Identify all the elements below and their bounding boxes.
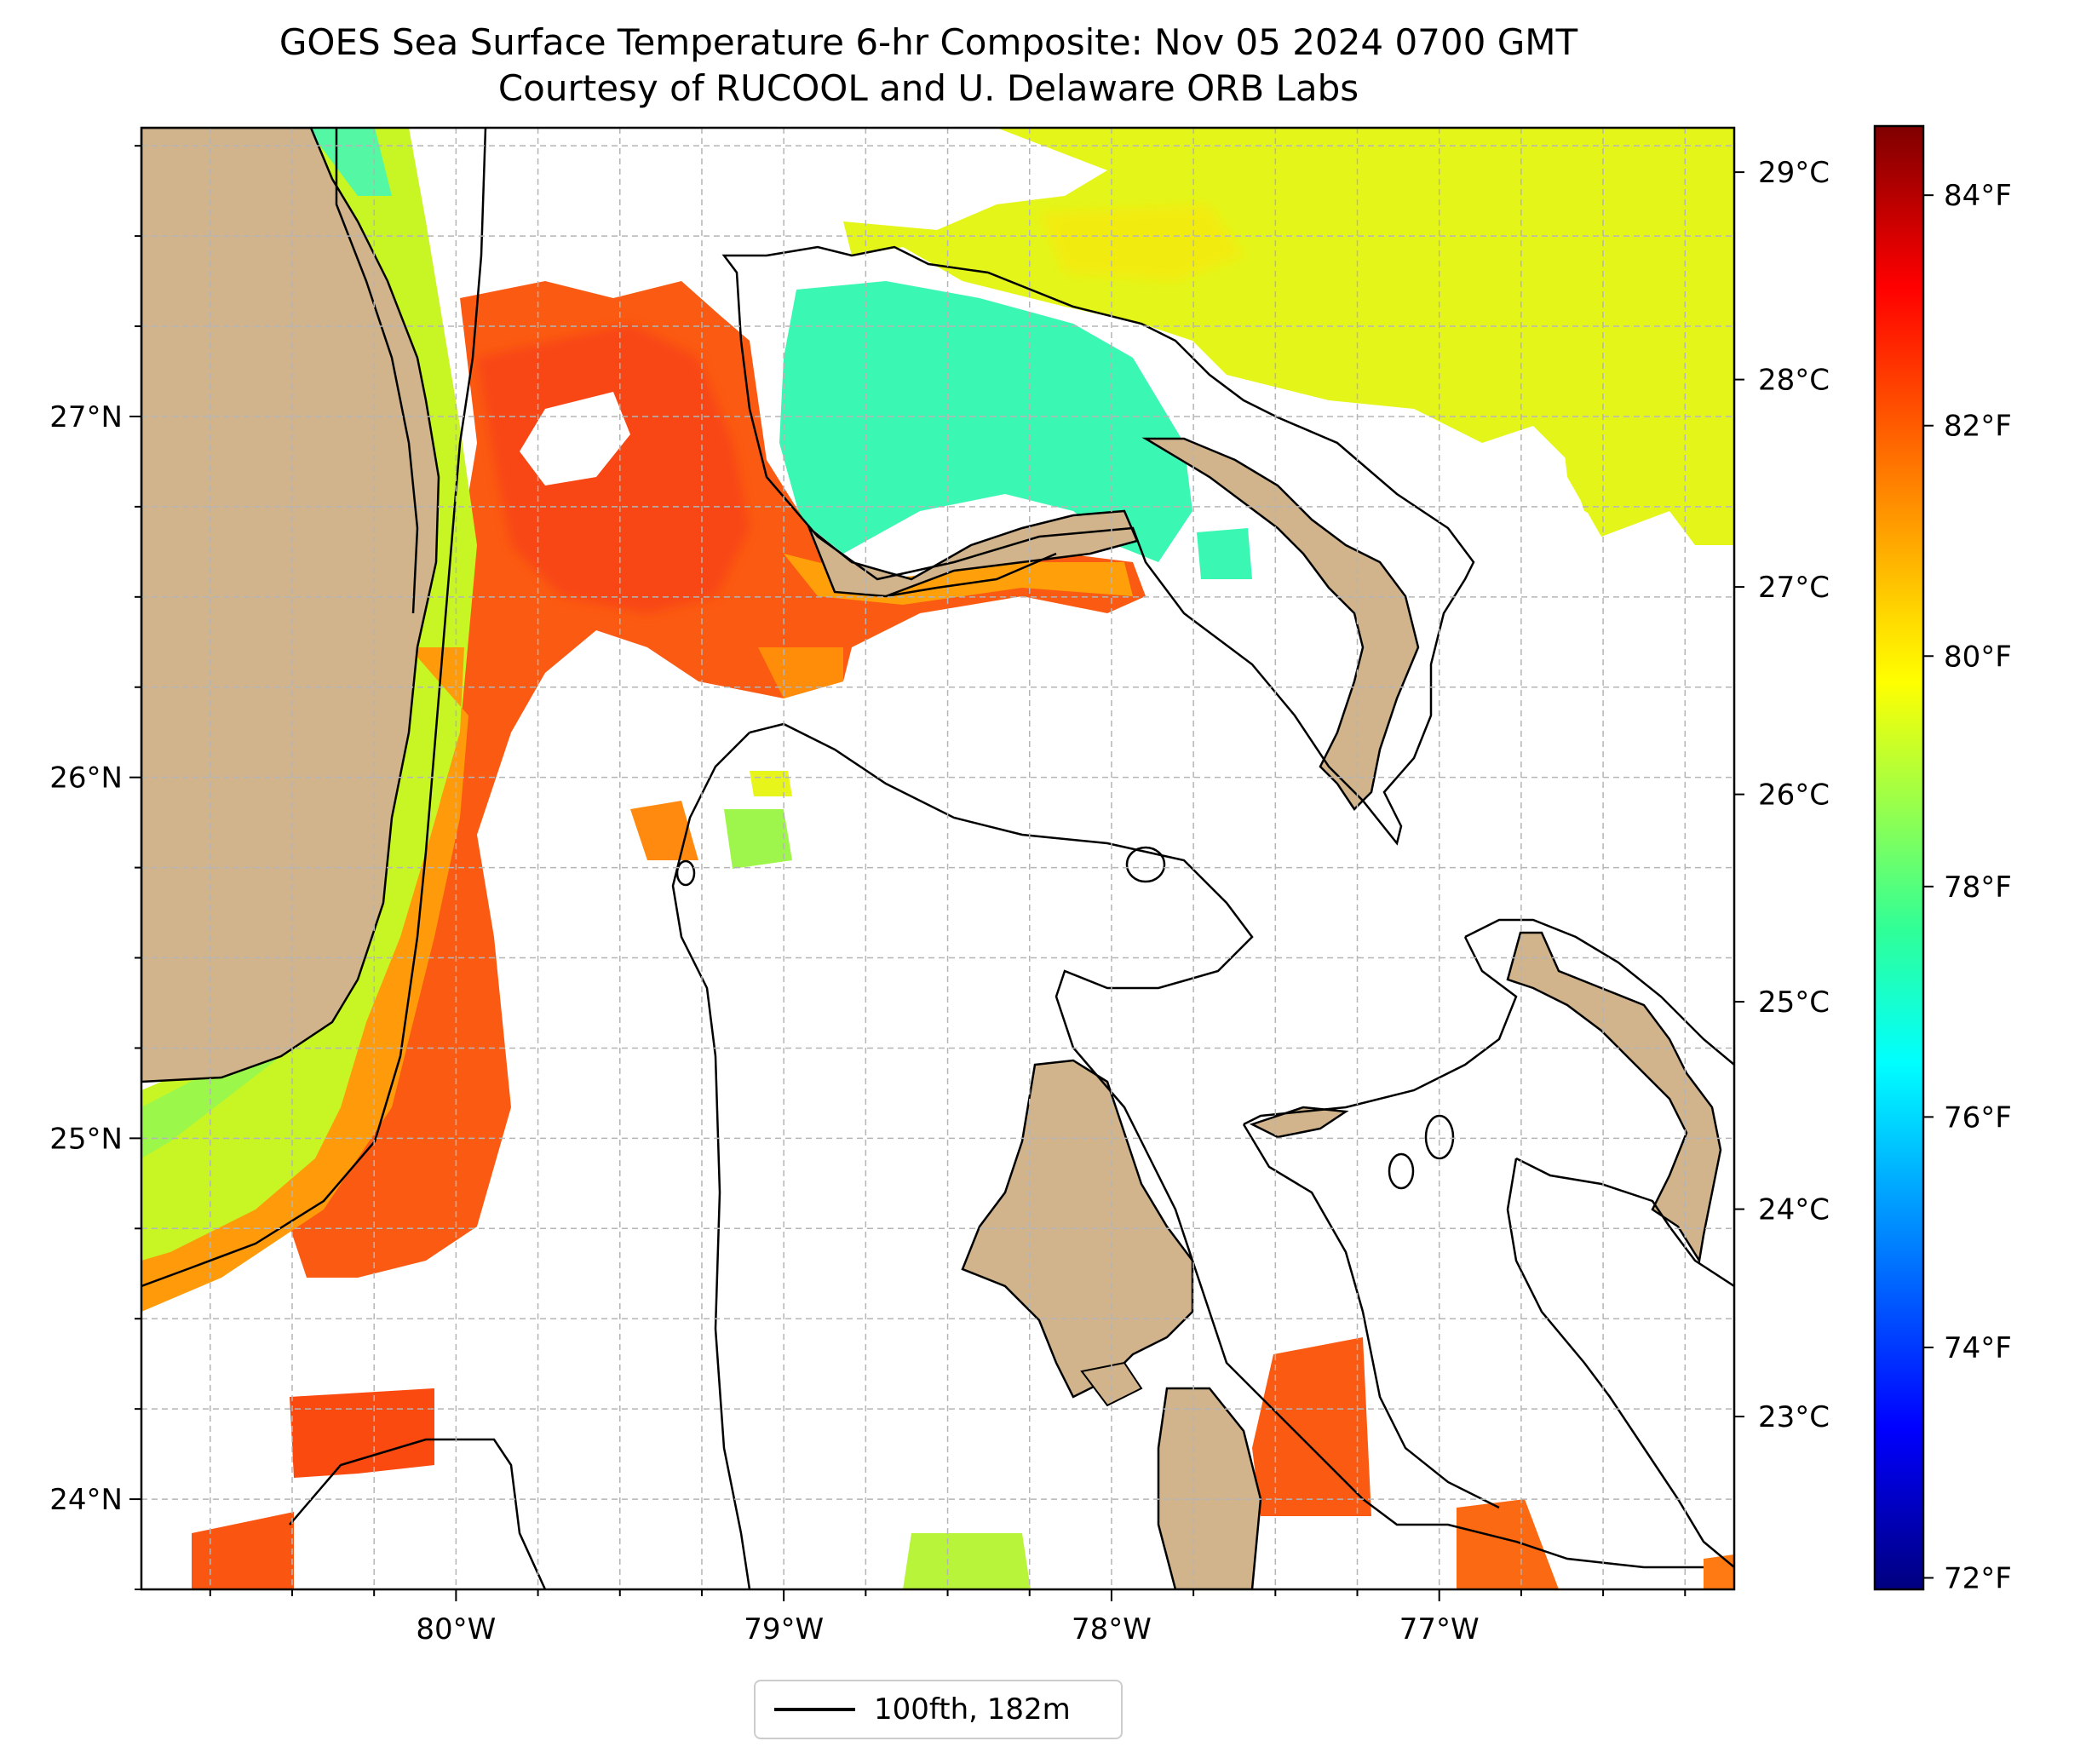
land-eleuthera xyxy=(1506,931,1722,1264)
fahrenheit-tick-label: 74°F xyxy=(1944,1331,2012,1365)
colorbar xyxy=(1873,124,1925,1591)
legend-line-swatch xyxy=(774,1708,855,1711)
map-panel[interactable] xyxy=(141,128,1734,1589)
land-andros-south xyxy=(1157,1387,1262,1589)
lon-tick-label: 77°W xyxy=(1399,1612,1480,1646)
lat-tick-label: 26°N xyxy=(49,761,123,796)
land-grand-bahama xyxy=(807,509,1139,598)
lat-tick-label: 24°N xyxy=(49,1483,123,1517)
celsius-tick-label: 27°C xyxy=(1758,571,1830,605)
map-legend: 100fth, 182m xyxy=(754,1680,1123,1739)
fahrenheit-tick-label: 82°F xyxy=(1944,410,2012,444)
fahrenheit-tick-label: 78°F xyxy=(1944,871,2012,905)
celsius-tick-label: 28°C xyxy=(1758,364,1830,398)
celsius-tick-label: 25°C xyxy=(1758,985,1830,1020)
land-florida xyxy=(141,128,440,1083)
legend-label: 100fth, 182m xyxy=(874,1692,1071,1727)
celsius-tick-label: 26°C xyxy=(1758,779,1830,813)
sst-gulf-stream xyxy=(290,281,1146,1278)
celsius-tick-label: 29°C xyxy=(1758,156,1830,190)
map-grid xyxy=(141,128,1734,1589)
map-subtitle: Courtesy of RUCOOL and U. Delaware ORB L… xyxy=(497,67,1359,109)
land-abaco xyxy=(1141,437,1420,811)
lon-tick-label: 80°W xyxy=(416,1612,496,1646)
map-frame xyxy=(140,126,1736,1591)
celsius-tick-label: 23°C xyxy=(1758,1400,1830,1434)
lat-tick-label: 27°N xyxy=(49,400,123,434)
fahrenheit-tick-label: 84°F xyxy=(1944,179,2012,213)
fahrenheit-axis: 72°F 74°F 76°F 78°F 80°F 82°F 84°F xyxy=(1923,179,2012,1595)
longitude-axis: 80°W 79°W 78°W 77°W xyxy=(209,1589,1687,1646)
celsius-tick-label: 24°C xyxy=(1758,1193,1830,1227)
lon-tick-label: 79°W xyxy=(744,1612,824,1646)
lon-tick-label: 78°W xyxy=(1072,1612,1152,1646)
fahrenheit-tick-label: 72°F xyxy=(1944,1561,2012,1595)
fahrenheit-tick-label: 76°F xyxy=(1944,1100,2012,1135)
lat-tick-label: 25°N xyxy=(49,1122,123,1156)
map-title: GOES Sea Surface Temperature 6-hr Compos… xyxy=(279,21,1578,63)
latitude-axis: 27°N 26°N 25°N 24°N xyxy=(49,145,141,1590)
celsius-axis: 23°C 24°C 25°C 26°C 27°C 28°C 29°C xyxy=(1734,156,1830,1434)
fahrenheit-tick-label: 80°F xyxy=(1944,640,2012,674)
sst-cool-aqua xyxy=(779,281,1192,562)
